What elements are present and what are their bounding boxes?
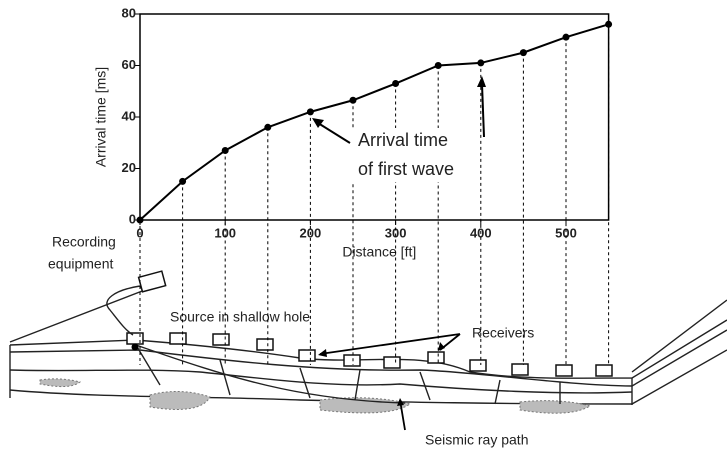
y-tick-label: 20 [122,160,136,175]
x-tick-label: 100 [214,225,236,240]
data-point [307,108,314,115]
annotation: of first wave [358,159,454,179]
data-point [563,34,570,41]
figure: Recording equipment Source in shallow ho… [0,0,727,453]
data-point [179,178,186,185]
recording-label: Recording [52,234,116,250]
x-tick-label: 500 [555,225,577,240]
data-point [435,62,442,69]
data-point [350,97,357,104]
data-point [264,124,271,131]
data-point [222,147,229,154]
annotation: Arrival time [358,130,448,150]
data-point [137,217,144,224]
y-tick-label: 80 [122,5,136,20]
y-tick-label: 60 [122,57,136,72]
data-point [520,49,527,56]
y-tick-label: 0 [129,211,136,226]
data-point [477,59,484,66]
recording-label: equipment [48,256,113,272]
ray-path-label: Seismic ray path [425,432,528,448]
source-label: Source in shallow hole [170,309,310,325]
y-axis-label: Arrival time [ms] [93,67,109,167]
data-point [392,80,399,87]
ground-section [10,271,727,430]
receivers-label: Receivers [472,325,534,341]
y-tick-label: 40 [122,108,136,123]
data-point [605,21,612,28]
data-line [140,24,609,220]
plot-frame [140,14,609,220]
